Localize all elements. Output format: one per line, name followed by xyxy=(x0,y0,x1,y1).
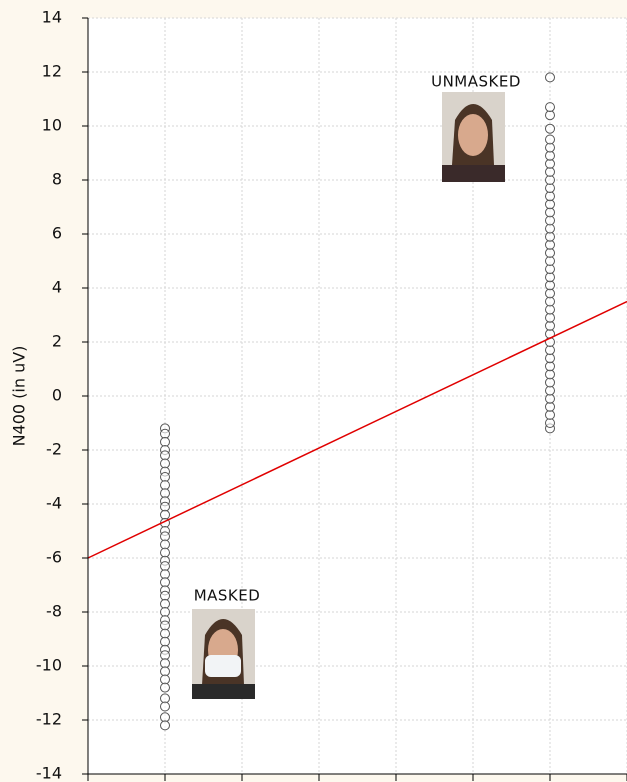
point xyxy=(546,124,555,133)
y-tick-label: -12 xyxy=(36,710,62,729)
chart: N400 (in uV) UNMASKED MASKED -14 -12 -10 -8… xyxy=(0,0,627,782)
y-tick-label: 6 xyxy=(52,224,62,243)
y-tick-label: 8 xyxy=(52,170,62,189)
y-tick-label: -2 xyxy=(46,440,62,459)
point xyxy=(546,73,555,82)
y-tick-label: 2 xyxy=(52,332,62,351)
y-tick-label: 0 xyxy=(52,386,62,405)
y-tick-label: 12 xyxy=(42,62,62,81)
annotation: MASKED xyxy=(194,587,261,605)
y-tick-label: -8 xyxy=(46,602,62,621)
point xyxy=(161,702,170,711)
point xyxy=(546,103,555,112)
y-tick-label: -10 xyxy=(36,656,62,675)
y-tick-label: -6 xyxy=(46,548,62,567)
y-tick-label: -14 xyxy=(36,764,62,782)
y-tick-label: 14 xyxy=(42,8,62,27)
photo-masked xyxy=(192,609,255,699)
point xyxy=(161,683,170,692)
annotation: UNMASKED xyxy=(431,73,521,91)
y-tick-label: 4 xyxy=(52,278,62,297)
photo-unmasked xyxy=(442,92,505,182)
y-tick-label: 10 xyxy=(42,116,62,135)
point xyxy=(546,135,555,144)
point xyxy=(161,721,170,730)
y-axis-label: N400 (in uV) xyxy=(10,346,29,447)
y-tick-label: -4 xyxy=(46,494,62,513)
